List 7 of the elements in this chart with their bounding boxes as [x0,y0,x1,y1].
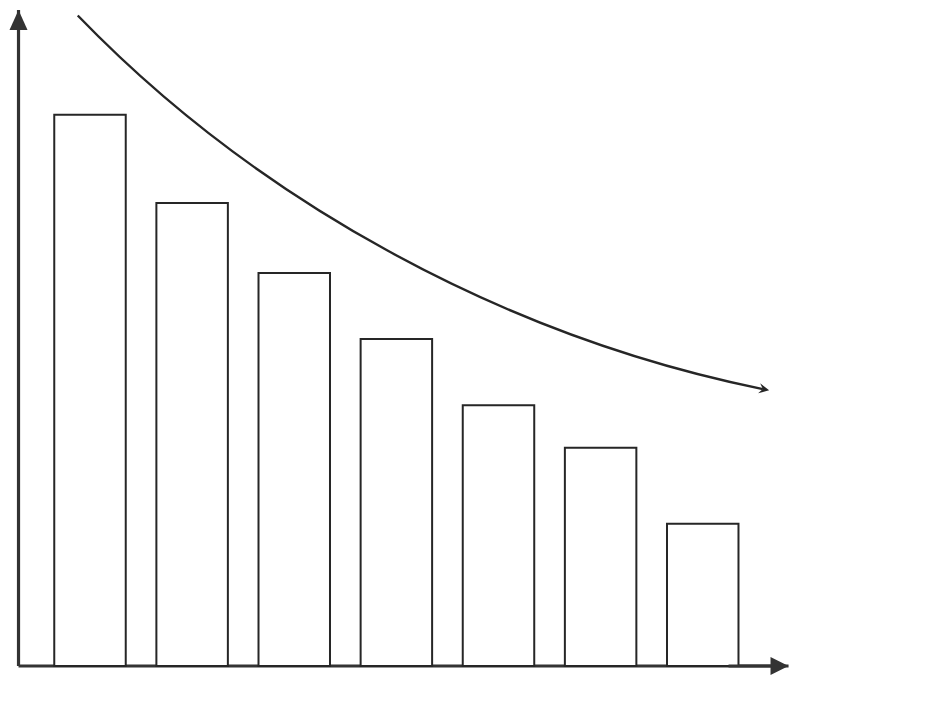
bar [359,338,434,667]
bar [461,404,536,667]
bar [155,201,229,667]
bar [563,446,638,667]
bar [257,271,331,667]
bar [666,522,740,667]
bar [53,113,127,667]
